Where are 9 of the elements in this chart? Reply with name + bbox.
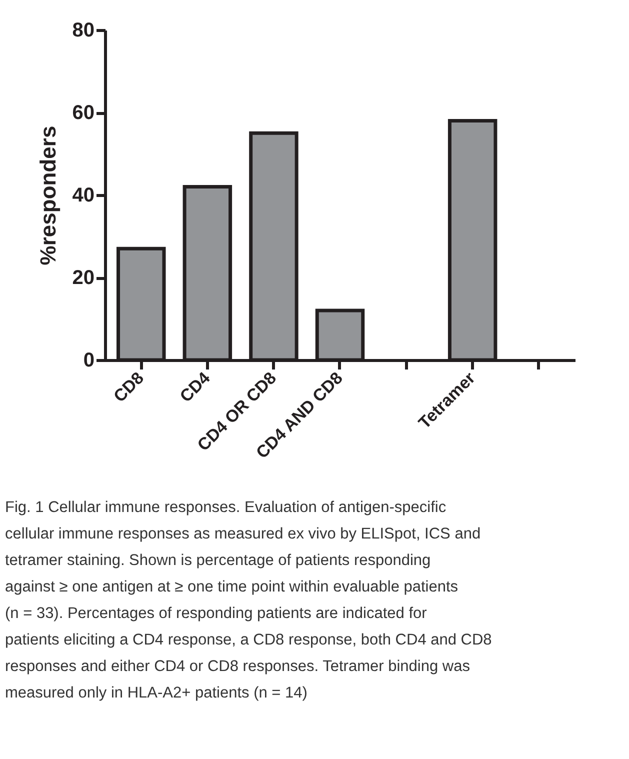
y-tick-label: 60 xyxy=(72,102,94,124)
y-tick-label: 0 xyxy=(83,350,94,372)
y-tick-label: 40 xyxy=(72,184,94,206)
x-tick-label: CD8 xyxy=(110,368,148,406)
y-tick-label: 80 xyxy=(72,20,94,42)
y-axis-title: %responders xyxy=(35,126,60,266)
x-tick-label: CD4 xyxy=(176,368,214,406)
y-tick-label: 20 xyxy=(72,267,94,289)
caption: Fig. 1 Cellular immune responses. Evaluation of antigen-specific cellular immune responses as measured ex vivo by ELISpot, ICS and tetramer staining. Shown is percentage of patients responding against ≥ one antigen at ≥ one time point within evaluable patients (n = 33). Percentages of responding patients are indicated for patients eliciting a CD4 response, a CD8 response, both CD4 and CD8 responses and either CD4 or CD8 responses. Tetramer binding was measured only in HLA-A2+ patients (n = 14) xyxy=(5,499,492,702)
